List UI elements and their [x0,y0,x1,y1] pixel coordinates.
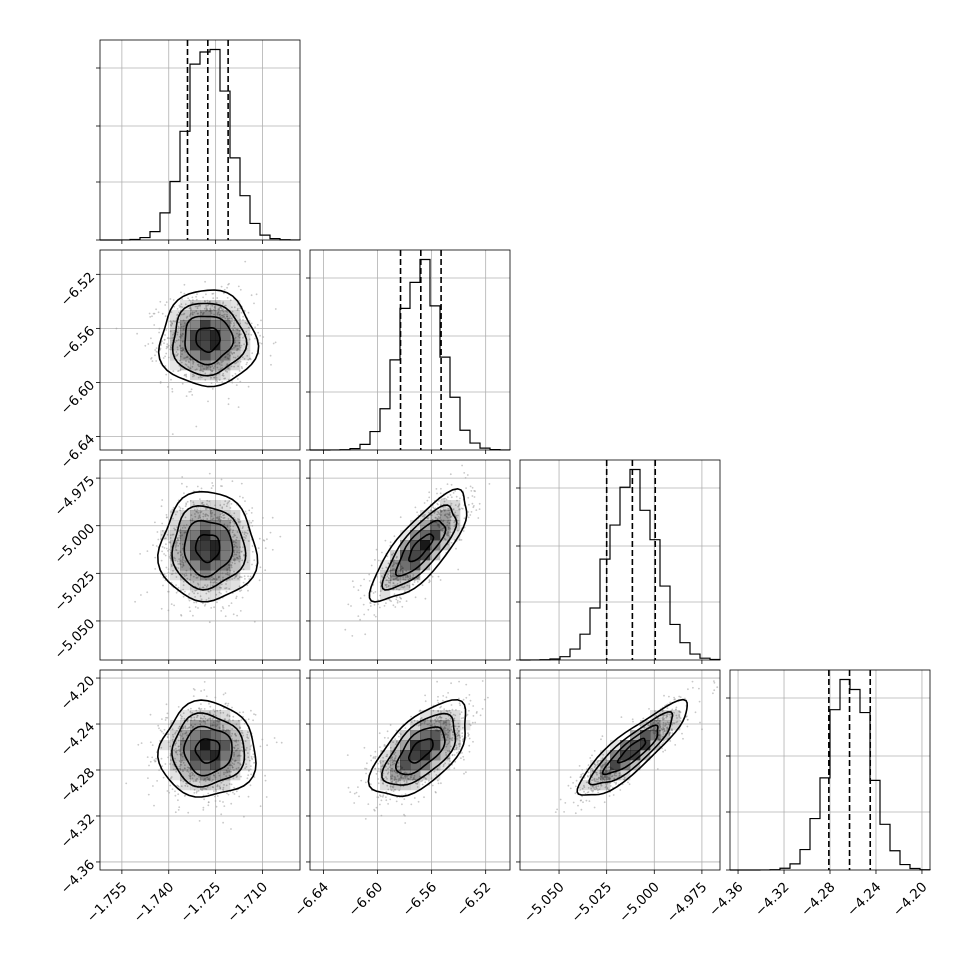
density-panel-0-3: −1.755 −1.740 −1.725 −1.710 −4.36 −4.32 −4.28 −… [58,669,301,926]
grid-lines [310,670,510,870]
panel-frame [309,669,511,871]
x-tick-label: −1.740 [131,879,178,926]
density-panel-2-3: −5.050 −5.025 −5.000 −4.975 [516,669,721,926]
histogram-step [519,468,721,661]
contour-level-3 [381,504,458,591]
x-tick-label: −1.725 [178,879,225,926]
grid-lines [100,670,300,870]
contour-level-2 [182,725,233,777]
contour-level-4 [576,698,689,796]
x-tick-label: −4.24 [844,879,885,920]
grid-lines [310,250,510,450]
panel-frame [519,459,721,661]
y-tick-label: −6.60 [58,377,99,418]
x-tick-label: −1.710 [224,879,271,926]
density-shading [160,710,251,791]
x-tick-label: −4.36 [706,879,747,920]
y-tick-label: −5.050 [52,616,99,663]
y-tick-label: −4.975 [52,473,99,520]
contour-level-3 [588,711,674,786]
density-shading [170,300,251,381]
contour-level-2 [394,726,446,776]
hist-panel-0 [96,39,301,244]
panel-frame [99,39,301,241]
grid-lines [520,670,720,870]
panel-frame [309,459,511,661]
panel-frame [309,249,511,451]
contour-level-3 [381,712,457,786]
contour-level-2 [601,724,659,776]
contour-level-4 [157,289,260,388]
x-tick-label: −4.28 [798,879,839,920]
y-tick-label: −5.000 [52,521,99,568]
panel-frame [729,669,931,871]
contour-level-1 [408,533,435,563]
y-tick-label: −6.64 [58,431,99,472]
contour-level-3 [171,302,248,377]
x-tick-label: −5.000 [616,879,663,926]
density-panel-0-1: −6.64 −6.60 −6.56 −6.52 [58,249,301,472]
contour-level-1 [616,737,647,764]
panel-frame [519,669,721,871]
panel-frame [99,669,301,871]
contour-level-1 [195,326,221,353]
y-tick-label: −6.52 [58,269,99,310]
y-tick-label: −4.32 [58,811,99,852]
grid-lines [310,460,510,660]
grid-lines [100,40,300,240]
scatter-points [346,680,489,824]
grid-lines [100,250,300,450]
y-tick-label: −4.20 [58,673,99,714]
contour-level-1 [407,738,434,764]
hist-panel-3: −4.36 −4.32 −4.28 −4.24 −4.20 [706,669,931,920]
y-tick-label: −4.36 [58,857,99,898]
hist-panel-2 [516,459,721,664]
histogram-step [309,258,511,451]
contour-level-4 [156,490,259,603]
contour-level-2 [184,315,235,366]
x-tick-label: −5.050 [521,879,568,926]
hist-panel-1 [306,249,511,454]
y-tick-label: −4.24 [58,719,99,760]
x-tick-label: −4.975 [664,879,711,926]
contour-level-3 [171,712,246,788]
contour-level-2 [183,519,234,578]
y-tick-label: −6.56 [58,323,99,364]
x-tick-label: −6.52 [454,879,495,920]
x-tick-label: −4.20 [890,879,931,920]
x-tick-label: −1.755 [84,879,131,926]
contour-level-1 [194,738,221,764]
x-tick-label: −6.64 [291,879,332,920]
histogram-step [99,48,301,241]
density-panel-1-2 [306,459,511,664]
density-panel-1-3: −6.64 −6.60 −6.56 −6.52 [291,669,511,920]
x-tick-label: −5.025 [569,879,616,926]
panel-frame [99,459,301,661]
contour-level-1 [194,534,221,564]
density-panel-0-2: −5.050−5.025−5.000−4.975 [52,459,301,664]
y-tick-label: −5.025 [52,568,99,615]
contour-level-4 [368,487,468,603]
contour-level-3 [171,504,247,591]
x-tick-label: −6.60 [346,879,387,920]
contour-level-2 [394,519,447,577]
x-tick-label: −4.32 [752,879,793,920]
panel-frame [99,249,301,451]
contour-level-4 [156,699,257,798]
y-tick-label: −4.28 [58,765,99,806]
contour-level-4 [367,698,467,798]
x-tick-label: −6.56 [400,879,441,920]
